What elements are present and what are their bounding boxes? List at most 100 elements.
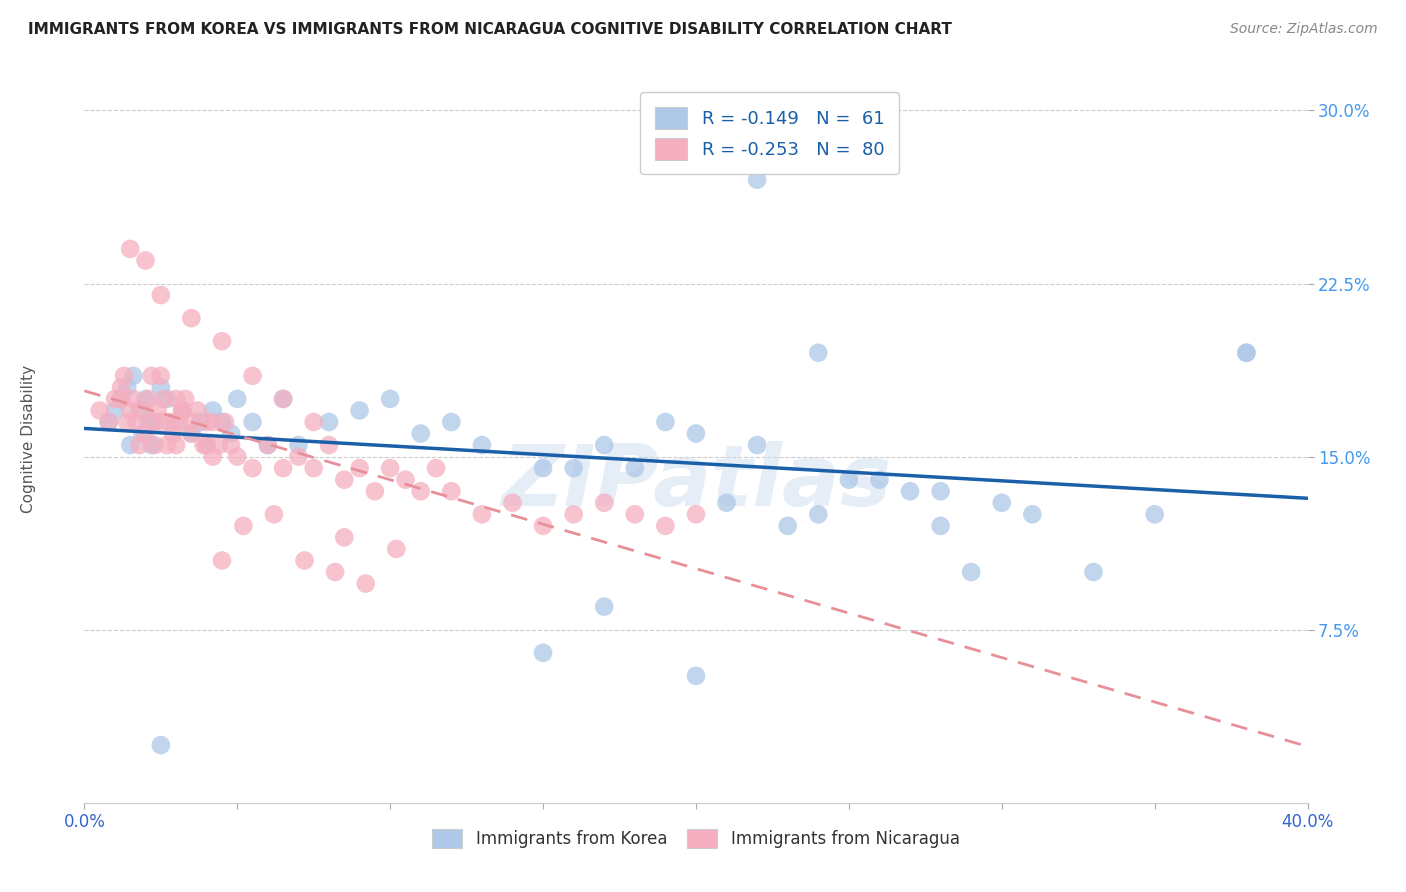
Point: [562, 461, 585, 475]
Point: [425, 461, 447, 475]
Point: [122, 392, 145, 406]
Point: [838, 473, 860, 487]
Point: [135, 426, 157, 441]
Point: [364, 484, 387, 499]
Point: [242, 368, 264, 383]
Point: [211, 415, 233, 429]
Text: ZIPatlas: ZIPatlas: [501, 442, 891, 524]
Point: [156, 392, 179, 406]
Point: [195, 438, 218, 452]
Point: [929, 519, 952, 533]
Point: [208, 438, 231, 452]
Point: [122, 368, 145, 383]
Y-axis label: Cognitive Disability: Cognitive Disability: [21, 365, 35, 514]
Point: [211, 334, 233, 349]
Point: [120, 438, 142, 452]
Point: [219, 426, 242, 441]
Point: [138, 392, 160, 406]
Point: [190, 415, 212, 429]
Point: [333, 473, 356, 487]
Point: [110, 380, 132, 394]
Point: [1083, 565, 1105, 579]
Point: [991, 496, 1014, 510]
Point: [149, 415, 172, 429]
Point: [257, 438, 280, 452]
Point: [807, 508, 830, 522]
Point: [149, 380, 172, 394]
Point: [146, 403, 169, 417]
Point: [354, 576, 377, 591]
Point: [929, 484, 952, 499]
Point: [141, 415, 163, 429]
Point: [167, 415, 190, 429]
Point: [153, 392, 176, 406]
Point: [131, 426, 153, 441]
Point: [110, 392, 132, 406]
Point: [156, 438, 179, 452]
Point: [211, 553, 233, 567]
Point: [323, 565, 346, 579]
Point: [201, 403, 224, 417]
Point: [654, 415, 676, 429]
Point: [747, 172, 769, 186]
Point: [125, 415, 148, 429]
Point: [186, 403, 208, 417]
Point: [201, 415, 224, 429]
Point: [471, 438, 494, 452]
Point: [128, 403, 150, 417]
Point: [747, 438, 769, 452]
Point: [128, 438, 150, 452]
Point: [115, 415, 138, 429]
Point: [716, 496, 738, 510]
Point: [263, 508, 285, 522]
Point: [685, 669, 707, 683]
Point: [257, 438, 280, 452]
Point: [685, 426, 707, 441]
Point: [180, 311, 202, 326]
Point: [1236, 345, 1258, 359]
Point: [172, 403, 194, 417]
Point: [1143, 508, 1166, 522]
Point: [287, 450, 309, 464]
Point: [214, 415, 236, 429]
Point: [172, 403, 194, 417]
Point: [141, 438, 163, 452]
Point: [385, 541, 408, 556]
Point: [131, 403, 153, 417]
Point: [135, 392, 157, 406]
Point: [112, 368, 135, 383]
Point: [318, 438, 340, 452]
Point: [960, 565, 983, 579]
Point: [333, 530, 356, 544]
Point: [593, 438, 616, 452]
Point: [531, 519, 554, 533]
Point: [318, 415, 340, 429]
Point: [271, 392, 294, 406]
Point: [242, 415, 264, 429]
Point: [624, 508, 647, 522]
Point: [97, 415, 120, 429]
Point: [180, 426, 202, 441]
Point: [440, 415, 463, 429]
Point: [149, 738, 172, 752]
Point: [120, 403, 142, 417]
Point: [531, 646, 554, 660]
Point: [394, 473, 416, 487]
Point: [104, 392, 127, 406]
Point: [149, 368, 172, 383]
Text: IMMIGRANTS FROM KOREA VS IMMIGRANTS FROM NICARAGUA COGNITIVE DISABILITY CORRELAT: IMMIGRANTS FROM KOREA VS IMMIGRANTS FROM…: [28, 22, 952, 37]
Point: [776, 519, 799, 533]
Point: [242, 461, 264, 475]
Point: [654, 519, 676, 533]
Point: [159, 415, 181, 429]
Point: [302, 415, 325, 429]
Point: [120, 242, 142, 256]
Point: [110, 392, 132, 406]
Point: [380, 461, 402, 475]
Point: [271, 392, 294, 406]
Point: [502, 496, 524, 510]
Point: [1236, 345, 1258, 359]
Point: [162, 426, 184, 441]
Point: [174, 392, 197, 406]
Point: [409, 426, 432, 441]
